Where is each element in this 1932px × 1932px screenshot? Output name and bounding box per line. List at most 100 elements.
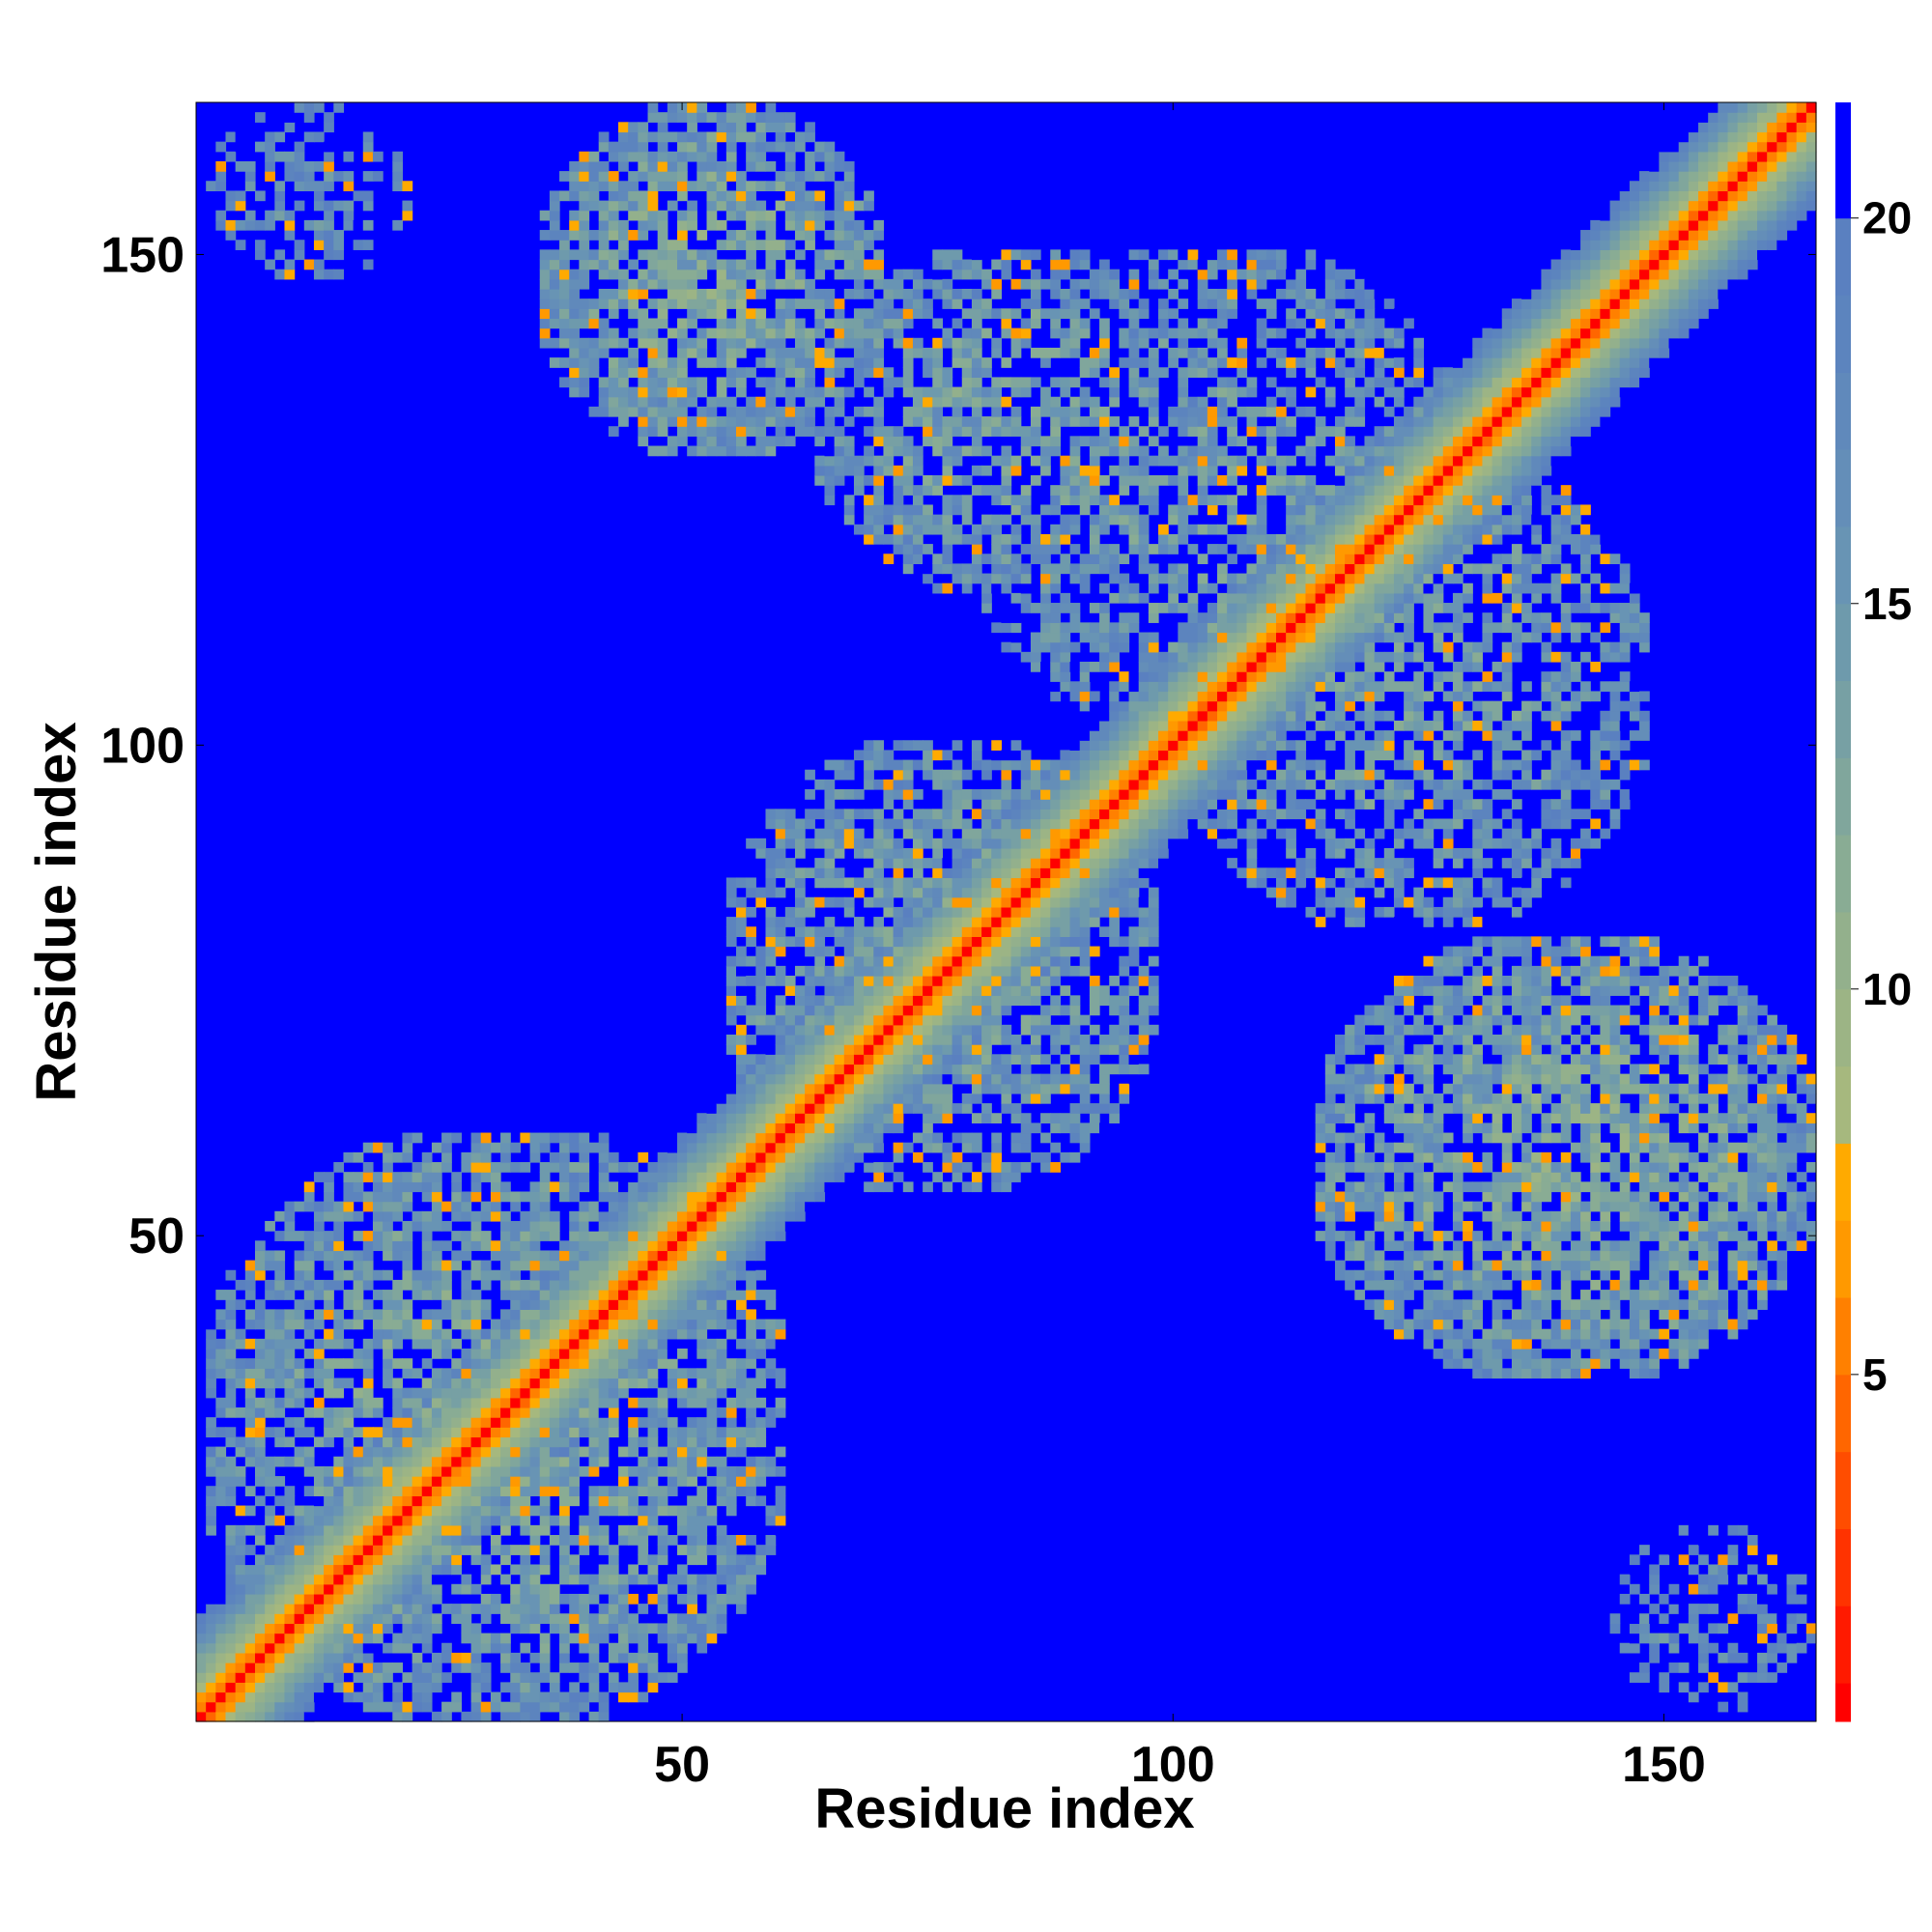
heatmap-cell <box>834 818 845 830</box>
heatmap-cell <box>362 131 374 143</box>
heatmap-cell <box>677 1387 688 1399</box>
heatmap-cell <box>873 867 885 879</box>
heatmap-cell <box>932 367 944 379</box>
heatmap-cell <box>638 1436 649 1448</box>
heatmap-cell <box>971 906 982 918</box>
heatmap-cell <box>746 1181 756 1193</box>
heatmap-cell <box>923 896 933 908</box>
heatmap-cell <box>362 259 374 270</box>
heatmap-cell <box>893 436 904 447</box>
heatmap-cell <box>814 1044 826 1055</box>
heatmap-cell <box>834 936 845 948</box>
heatmap-cell <box>864 288 874 299</box>
heatmap-cell <box>412 1446 423 1458</box>
heatmap-cell <box>971 896 982 908</box>
heatmap-cell <box>392 1583 404 1595</box>
heatmap-cell <box>912 485 923 496</box>
heatmap-cell <box>549 1436 560 1448</box>
heatmap-cell <box>667 1476 678 1487</box>
heatmap-cell <box>559 1290 570 1300</box>
heatmap-cell <box>736 288 747 299</box>
heatmap-cell <box>470 1142 482 1153</box>
heatmap-cell <box>746 327 756 339</box>
heatmap-cell <box>579 367 590 379</box>
heatmap-cell <box>971 976 982 986</box>
heatmap-cell <box>765 1044 777 1055</box>
heatmap-cell <box>687 1583 697 1595</box>
heatmap-cell <box>971 533 982 545</box>
heatmap-cell <box>520 1476 531 1487</box>
heatmap-cell <box>520 1240 531 1252</box>
heatmap-cell <box>657 1328 668 1340</box>
heatmap-cell <box>539 1328 551 1340</box>
heatmap-cell <box>628 141 639 153</box>
heatmap-cell <box>923 1064 933 1075</box>
heatmap-cell <box>402 210 413 221</box>
heatmap-cell <box>324 1338 334 1350</box>
heatmap-cell <box>333 1642 345 1654</box>
heatmap-cell <box>883 554 895 565</box>
heatmap-cell <box>392 1515 404 1526</box>
heatmap-cell <box>932 1005 944 1016</box>
heatmap-cell <box>725 1269 737 1281</box>
heatmap-cell <box>402 1495 413 1507</box>
heatmap-cell <box>480 1269 492 1281</box>
heatmap-cell <box>873 436 885 447</box>
heatmap-cell <box>362 171 374 182</box>
heatmap-cell <box>805 995 815 1007</box>
heatmap-cell <box>736 1240 747 1252</box>
heatmap-cell <box>588 1633 600 1644</box>
heatmap-cell <box>736 906 747 918</box>
heatmap-cell <box>461 1378 472 1389</box>
heatmap-cell <box>539 1309 551 1321</box>
heatmap-cell <box>814 347 826 358</box>
heatmap-cell <box>696 1446 708 1458</box>
heatmap-cell <box>480 1604 492 1614</box>
heatmap-cell <box>746 877 756 889</box>
heatmap-cell <box>657 1172 668 1182</box>
heatmap-cell <box>421 1309 433 1321</box>
heatmap-cell <box>225 1465 237 1477</box>
heatmap-cell <box>765 1535 777 1546</box>
heatmap-cell <box>638 406 649 417</box>
heatmap-cell <box>864 976 874 986</box>
heatmap-cell <box>579 1604 590 1614</box>
heatmap-cell <box>952 474 963 486</box>
heatmap-cell <box>952 1005 963 1016</box>
heatmap-cell <box>736 269 747 280</box>
heatmap-cell <box>480 1564 492 1576</box>
heatmap-cell <box>480 1260 492 1271</box>
heatmap-cell <box>647 1210 659 1222</box>
heatmap-cell <box>510 1476 521 1487</box>
heatmap-cell <box>284 1387 296 1399</box>
heatmap-cell <box>303 171 315 182</box>
heatmap-cell <box>716 1387 727 1399</box>
heatmap-cell <box>775 112 786 123</box>
heatmap-cell <box>765 1515 777 1526</box>
heatmap-cell <box>923 436 933 447</box>
heatmap-cell <box>579 1319 590 1330</box>
heatmap-cell <box>765 1201 777 1212</box>
heatmap-cell <box>902 377 914 388</box>
heatmap-cell <box>923 985 933 996</box>
heatmap-cell <box>824 171 836 182</box>
heatmap-cell <box>775 1142 786 1153</box>
heatmap-cell <box>579 1701 590 1713</box>
heatmap-cell <box>736 985 747 996</box>
heatmap-cell <box>569 1260 580 1271</box>
heatmap-cell <box>755 946 767 957</box>
heatmap-cell <box>598 1358 610 1369</box>
heatmap-cell <box>746 249 756 261</box>
heatmap-cell <box>716 1378 727 1389</box>
heatmap-cell <box>529 1427 541 1438</box>
heatmap-cell <box>206 1368 216 1379</box>
heatmap-cell <box>608 1250 619 1262</box>
heatmap-cell <box>265 1564 275 1576</box>
heatmap-cell <box>853 240 865 250</box>
heatmap-cell <box>991 554 1003 565</box>
heatmap-cell <box>196 1633 207 1644</box>
heatmap-cell <box>451 1181 463 1193</box>
heatmap-cell <box>608 1574 619 1585</box>
heatmap-cell <box>1001 985 1012 996</box>
heatmap-cell <box>451 1406 463 1418</box>
